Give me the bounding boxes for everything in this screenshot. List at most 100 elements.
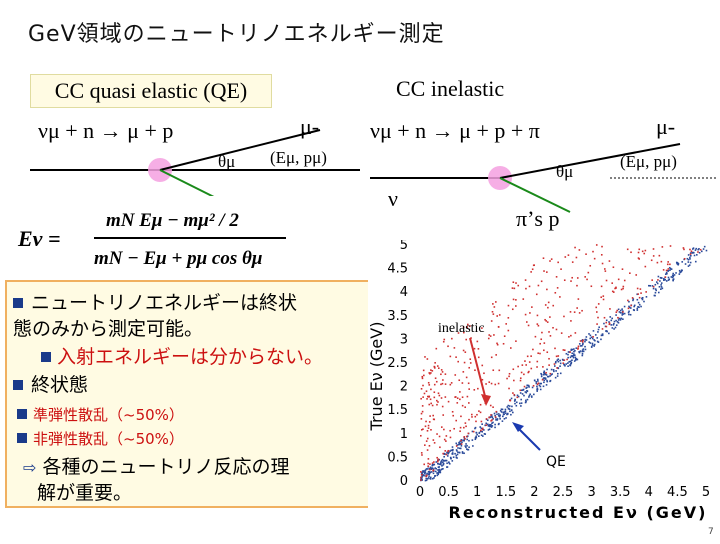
inelastic-point: [492, 406, 494, 408]
inelastic-point: [665, 269, 668, 272]
qe-point: [570, 349, 573, 351]
inelastic-point: [573, 311, 576, 313]
inelastic-point: [477, 387, 479, 390]
qe-point: [546, 380, 549, 383]
inelastic-point: [489, 335, 492, 337]
inelastic-point: [437, 458, 440, 461]
qe-point: [582, 342, 584, 345]
qe-point: [669, 267, 672, 270]
qe-point: [561, 358, 564, 361]
qe-point: [488, 428, 491, 431]
inelastic-point: [430, 429, 432, 431]
qe-point: [660, 282, 663, 284]
qe-point: [543, 377, 545, 379]
qe-point: [491, 422, 493, 425]
inelastic-point: [560, 332, 563, 334]
qe-point: [502, 415, 504, 418]
inelastic-point: [543, 342, 546, 344]
qe-point: [689, 256, 691, 259]
qe-point: [617, 321, 620, 324]
qe-point: [698, 248, 700, 250]
qe-point: [486, 423, 489, 426]
inelastic-point: [453, 427, 455, 430]
inelastic-point: [429, 468, 431, 471]
qe-point: [623, 305, 626, 308]
inelastic-point: [664, 276, 667, 278]
inelastic-point: [608, 322, 611, 325]
qe-point: [622, 313, 624, 315]
inelastic-point: [638, 296, 641, 299]
inelastic-point: [515, 299, 517, 301]
qe-point: [439, 471, 442, 474]
inelastic-point: [420, 428, 423, 431]
text-line4: ⇨ 各種のニュートリノ反応の理: [23, 454, 289, 481]
inelastic-point: [491, 419, 493, 421]
qe-point: [514, 399, 517, 401]
qe-point: [519, 402, 521, 405]
qe-point: [687, 261, 690, 263]
inelastic-point: [623, 279, 626, 282]
inelastic-point: [604, 270, 607, 272]
qe-point: [490, 425, 492, 428]
qe-point: [446, 451, 448, 454]
qe-point: [680, 270, 683, 273]
qe-point: [507, 407, 510, 410]
inelastic-point: [517, 284, 520, 287]
qe-point: [528, 396, 530, 398]
inelastic-point: [427, 458, 430, 460]
plot-points: [420, 244, 708, 482]
inelastic-point: [602, 298, 605, 301]
inelastic-point: [526, 355, 529, 358]
inelastic-point: [436, 460, 439, 463]
inelastic-point: [481, 327, 483, 329]
inelastic-point: [463, 426, 465, 429]
qe-point: [455, 449, 458, 451]
inelastic-muon: μ-: [656, 114, 676, 139]
inelastic-point: [507, 317, 510, 319]
qe-point: [525, 399, 527, 402]
inelastic-point: [577, 345, 580, 348]
qe-point: [449, 456, 452, 459]
qe-label: CC quasi elastic (QE): [30, 74, 272, 108]
inelastic-point: [433, 383, 436, 386]
inelastic-point: [597, 303, 600, 305]
qe-point: [638, 303, 641, 306]
inelastic-point: [662, 269, 665, 271]
qe-point: [537, 380, 539, 382]
inelastic-point: [435, 347, 438, 350]
qe-point: [438, 463, 441, 466]
y-tick-label: 3: [400, 332, 408, 347]
inelastic-point: [464, 406, 466, 409]
qe-point: [421, 473, 424, 476]
qe-point: [600, 334, 603, 337]
qe-point: [525, 400, 527, 403]
inelastic-point: [485, 418, 488, 420]
qe-point: [431, 463, 434, 466]
qe-point: [494, 414, 496, 417]
qe-point: [442, 459, 445, 462]
qe-point: [672, 278, 675, 280]
qe-point: [471, 430, 474, 433]
x-tick-label: 2.5: [553, 485, 574, 500]
inelastic-point: [437, 367, 440, 369]
qe-point: [660, 286, 663, 288]
inelastic-point: [425, 420, 427, 423]
inelastic-point: [650, 259, 653, 262]
qe-point: [420, 477, 423, 480]
qe-point: [663, 277, 665, 280]
inelastic-point: [608, 323, 611, 326]
qe-point: [516, 394, 519, 397]
qe-point: [672, 279, 674, 281]
inelastic-point: [543, 270, 545, 272]
inelastic-point: [464, 438, 466, 440]
x-tick-label: 3.5: [610, 485, 631, 500]
inelastic-point: [629, 272, 631, 275]
inelastic-point: [426, 398, 428, 400]
explanation-box: ニュートリノエネルギーは終状 態のみから測定可能。 入射エネルギーは分からない。…: [5, 280, 371, 508]
qe-point: [446, 462, 448, 465]
qe-point: [501, 420, 504, 422]
bullet-icon: [17, 409, 27, 419]
inelastic-point: [468, 388, 470, 390]
qe-point: [671, 274, 674, 277]
qe-point: [641, 297, 643, 300]
